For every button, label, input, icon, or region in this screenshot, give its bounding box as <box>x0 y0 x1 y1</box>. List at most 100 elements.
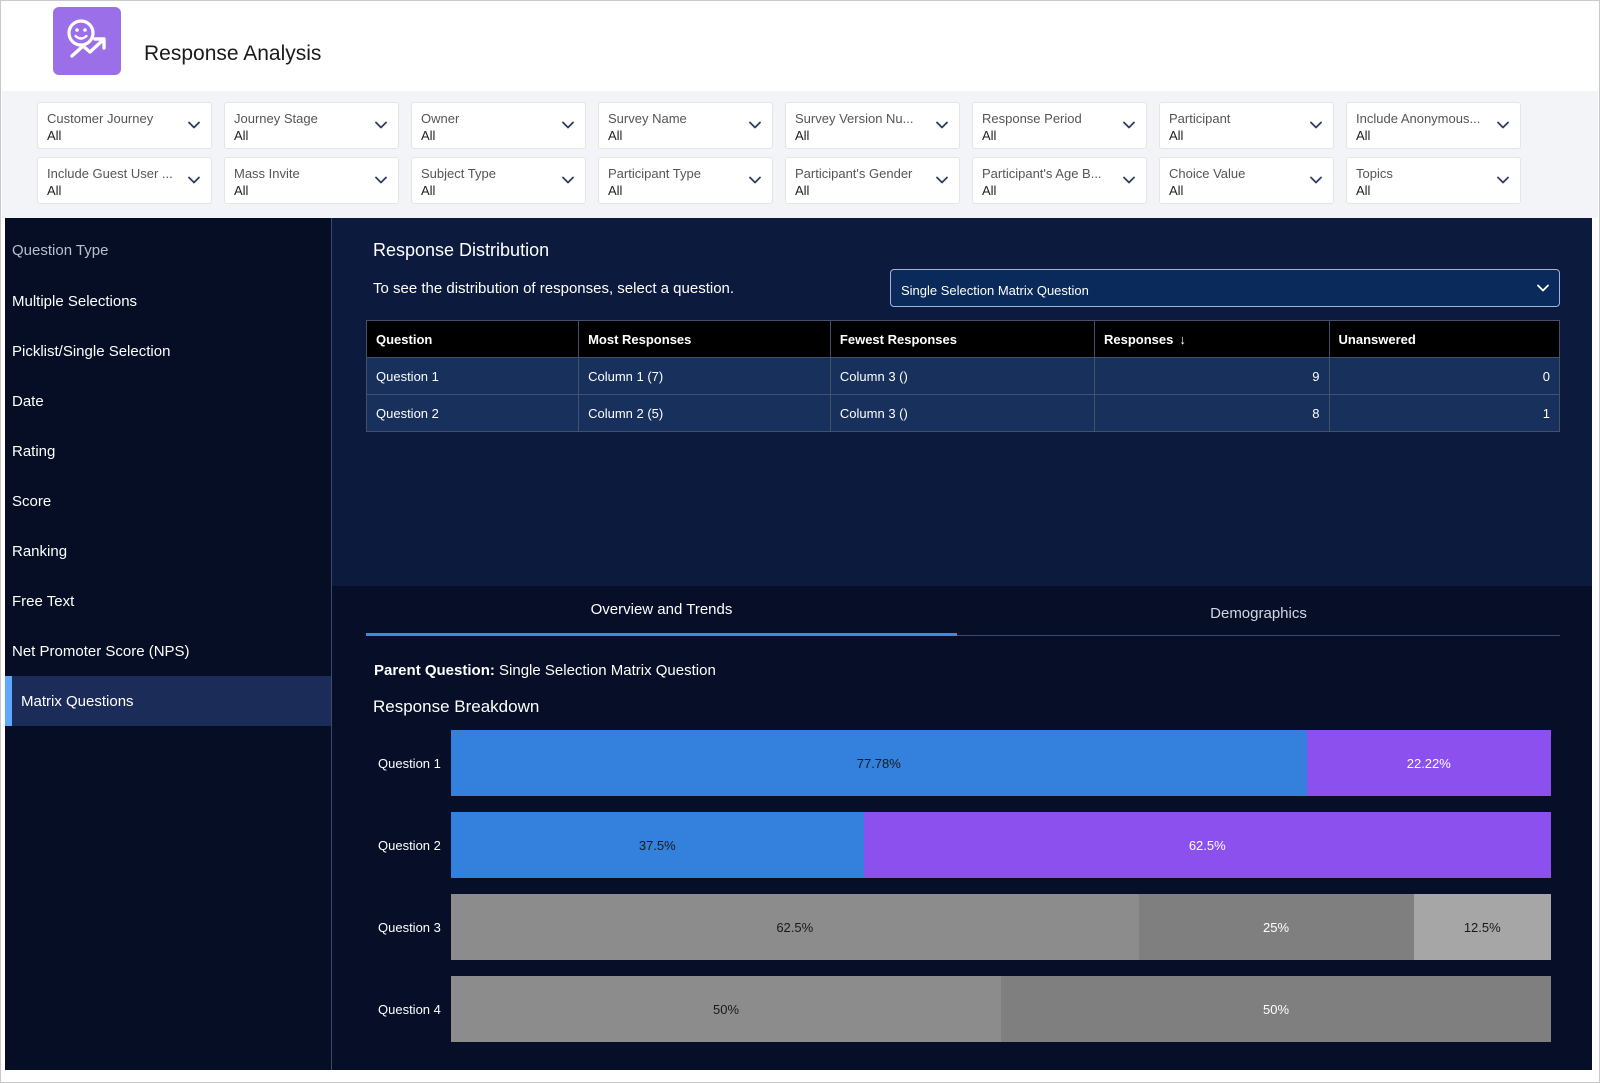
column-header: Fewest Responses <box>829 320 1096 358</box>
data-label: 37.5% <box>638 837 676 853</box>
sidebar-item[interactable]: Date <box>5 376 331 426</box>
filter-dropdown[interactable]: Survey Version Nu... All <box>785 102 960 149</box>
sidebar-item[interactable]: Matrix Questions <box>5 676 331 726</box>
bar-track: 37.5% 62.5% <box>451 812 1551 878</box>
parent-question-value: Single Selection Matrix Question <box>499 662 716 679</box>
column-header[interactable]: Responses ↓ <box>1094 320 1330 358</box>
bar-track: 62.5% 25% 12.5% <box>451 894 1551 960</box>
sidebar-item[interactable]: Ranking <box>5 526 331 576</box>
app-header: Response Analysis <box>2 2 1598 91</box>
data-label: 77.78% <box>856 755 901 771</box>
filter-label: Customer Journey <box>47 111 154 126</box>
filter-dropdown[interactable]: Journey Stage All <box>224 102 399 149</box>
data-label: 62.5% <box>1188 837 1226 853</box>
sidebar-item[interactable]: Rating <box>5 426 331 476</box>
tab-demographics[interactable]: Demographics <box>1210 604 1307 622</box>
filter-dropdown[interactable]: Participant Type All <box>598 157 773 204</box>
table-cell: Column 2 (5) <box>578 394 831 432</box>
filter-dropdown[interactable]: Subject Type All <box>411 157 586 204</box>
column-header-label: Responses <box>1104 331 1174 347</box>
filter-dropdown[interactable]: Survey Name All <box>598 102 773 149</box>
filter-value: All <box>982 128 997 143</box>
sidebar-item[interactable]: Multiple Selections <box>5 276 331 326</box>
sidebar-item[interactable]: Free Text <box>5 576 331 626</box>
filter-value: All <box>47 183 62 198</box>
table-row[interactable]: Question 2 Column 2 (5) Column 3 () 8 1 <box>365 394 1561 432</box>
filter-dropdown[interactable]: Choice Value All <box>1159 157 1334 204</box>
filter-dropdown[interactable]: Participant's Age B... All <box>972 157 1147 204</box>
distribution-table: Question Most Responses Fewest Responses Re… <box>365 320 1561 432</box>
sidebar-item-label: Rating <box>12 442 56 460</box>
filter-label: Response Period <box>982 111 1082 126</box>
sidebar-item[interactable]: Net Promoter Score (NPS) <box>5 626 331 676</box>
filter-value: All <box>608 183 623 198</box>
sidebar-item[interactable]: Picklist/Single Selection <box>5 326 331 376</box>
arrow-down-icon[interactable]: ↓ <box>1179 331 1186 347</box>
filter-dropdown[interactable]: Participant All <box>1159 102 1334 149</box>
table-cell: Column 3 () <box>829 394 1096 432</box>
sidebar-item-label: Ranking <box>12 542 68 560</box>
bar-segment[interactable]: 22.22% <box>1306 730 1551 796</box>
filter-value: All <box>47 128 62 143</box>
bar-segment[interactable]: 50% <box>1001 976 1551 1042</box>
sidebar-item[interactable]: Score <box>5 476 331 526</box>
chevron-down-icon <box>936 121 948 129</box>
bar-segment[interactable]: 37.5% <box>451 812 864 878</box>
sidebar-item-label: Date <box>12 392 44 410</box>
filter-value: All <box>795 183 810 198</box>
bar-segment[interactable]: 50% <box>451 976 1001 1042</box>
column-header: Most Responses <box>578 320 831 358</box>
filter-value: All <box>421 183 436 198</box>
bar-segment[interactable]: 12.5% <box>1413 894 1551 960</box>
table-cell: 8 <box>1094 394 1330 432</box>
chevron-down-icon <box>1537 284 1549 292</box>
chevron-down-icon <box>936 176 948 184</box>
bar-category-label: Question 4 <box>378 1001 441 1017</box>
bar-segment[interactable]: 62.5% <box>863 812 1551 878</box>
filter-dropdown[interactable]: Include Anonymous... All <box>1346 102 1521 149</box>
chevron-down-icon <box>1497 121 1509 129</box>
chevron-down-icon <box>1123 176 1135 184</box>
bar-row: Question 4 50% 50% <box>332 976 1592 1042</box>
filter-label: Owner <box>421 111 460 126</box>
chevron-down-icon <box>1310 121 1322 129</box>
tab-overview-and-trends[interactable]: Overview and Trends <box>366 586 957 636</box>
tab-bar: Overview and Trends Demographics <box>366 586 1560 636</box>
table-cell: 1 <box>1328 394 1561 432</box>
bar-segment[interactable]: 25% <box>1138 894 1414 960</box>
breakdown-title: Response Breakdown <box>373 697 540 716</box>
filter-dropdown[interactable]: Response Period All <box>972 102 1147 149</box>
table-row[interactable]: Question 1 Column 1 (7) Column 3 () 9 0 <box>365 357 1561 395</box>
filter-dropdown[interactable]: Topics All <box>1346 157 1521 204</box>
filter-dropdown[interactable]: Mass Invite All <box>224 157 399 204</box>
sidebar-item-label: Picklist/Single Selection <box>12 342 171 360</box>
column-header-label: Fewest Responses <box>839 331 957 347</box>
column-header-label: Unanswered <box>1338 331 1416 347</box>
data-label: 25% <box>1262 919 1290 935</box>
filter-dropdown[interactable]: Customer Journey All <box>37 102 212 149</box>
sidebar-item-label: Net Promoter Score (NPS) <box>12 642 190 660</box>
filter-value: All <box>1356 128 1371 143</box>
table-cell: Column 3 () <box>829 357 1096 395</box>
chevron-down-icon <box>375 121 387 129</box>
bar-segment[interactable]: 62.5% <box>451 894 1139 960</box>
chevron-down-icon <box>749 121 761 129</box>
chevron-down-icon <box>1497 176 1509 184</box>
column-header-label: Question <box>376 331 433 347</box>
table-header-row: Question Most Responses Fewest Responses Re… <box>365 320 1561 358</box>
data-label: 22.22% <box>1406 755 1451 771</box>
sidebar-item-label: Matrix Questions <box>21 692 134 710</box>
filter-label: Survey Version Nu... <box>795 111 914 126</box>
filter-dropdown[interactable]: Owner All <box>411 102 586 149</box>
filter-label: Journey Stage <box>234 111 318 126</box>
bar-row: Question 3 62.5% 25% 12.5% <box>332 894 1592 960</box>
filter-dropdown[interactable]: Include Guest User ... All <box>37 157 212 204</box>
bar-segment[interactable]: 77.78% <box>451 730 1307 796</box>
page-title: Response Analysis <box>144 42 322 65</box>
question-select[interactable]: Single Selection Matrix Question <box>890 269 1560 307</box>
parent-question: Parent Question: Single Selection Matrix… <box>374 662 716 679</box>
bar-category-label: Question 1 <box>378 755 441 771</box>
filter-dropdown[interactable]: Participant's Gender All <box>785 157 960 204</box>
filter-label: Choice Value <box>1169 166 1246 181</box>
